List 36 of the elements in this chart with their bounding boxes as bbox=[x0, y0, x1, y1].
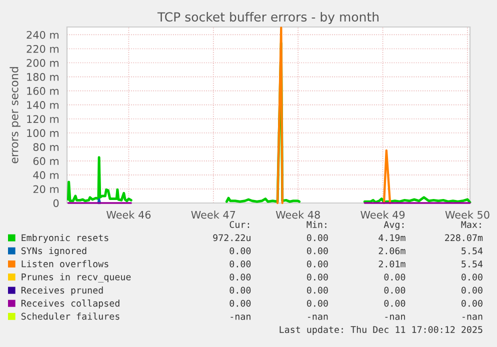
text: Last update: Thu Dec 11 17:00:12 2025 bbox=[280, 326, 482, 335]
text: 0.00 0.00 2.01m 5.54 bbox=[230, 260, 483, 268]
y-axis-title: errors per second bbox=[10, 67, 20, 164]
legend-label: Prunes in recv_queue bbox=[22, 273, 131, 282]
y-tick-label: 60 m bbox=[33, 157, 58, 166]
legend-label: Receives pruned bbox=[21, 286, 103, 296]
legend-label: SYNs ignored bbox=[21, 247, 86, 256]
legend-label: Embryonic resets bbox=[22, 234, 108, 243]
x-tick-label: Week 46 bbox=[106, 210, 151, 219]
text: 0.00 0.00 2.06m 5.54 bbox=[230, 247, 483, 254]
y-tick-label: 0 bbox=[53, 199, 59, 208]
text: 0.00 0.00 0.00 0.00 bbox=[230, 286, 482, 294]
y-tick-label: 120 m bbox=[27, 115, 58, 123]
y-tick-label: 160 m bbox=[27, 87, 58, 95]
x-tick-label: Week 48 bbox=[276, 210, 320, 219]
legend-label: Listen overflows bbox=[22, 260, 108, 268]
y-tick-label: 20 m bbox=[33, 185, 58, 194]
chart-title: TCP socket buffer errors - by month bbox=[157, 12, 378, 24]
x-tick-label: Week 50 bbox=[445, 210, 490, 219]
text: 0.00 0.00 0.00 0.00 bbox=[230, 274, 482, 281]
y-tick-label: 220 m bbox=[26, 44, 58, 53]
text: -nan -nan -nan -nan bbox=[230, 314, 482, 320]
y-tick-label: 80 m bbox=[33, 143, 58, 152]
text: 972.22u 0.00 4.19m 228.07m bbox=[213, 234, 483, 242]
y-tick-label: 100 m bbox=[27, 129, 58, 137]
legend-label: Scheduler failures bbox=[21, 312, 120, 320]
y-tick-label: 180 m bbox=[27, 73, 58, 81]
x-tick-label: Week 47 bbox=[191, 210, 236, 219]
text: Cur: Min: Avg: Max: bbox=[230, 220, 481, 230]
y-tick-label: 200 m bbox=[26, 58, 58, 67]
y-tick-label: 140 m bbox=[27, 101, 58, 109]
y-tick-label: 240 m bbox=[26, 30, 58, 39]
x-tick-label: Week 49 bbox=[360, 210, 405, 219]
text: 0.00 0.00 0.00 0.00 bbox=[230, 300, 482, 307]
y-tick-label: 40 m bbox=[33, 171, 58, 180]
legend-label: Receives collapsed bbox=[21, 300, 120, 308]
